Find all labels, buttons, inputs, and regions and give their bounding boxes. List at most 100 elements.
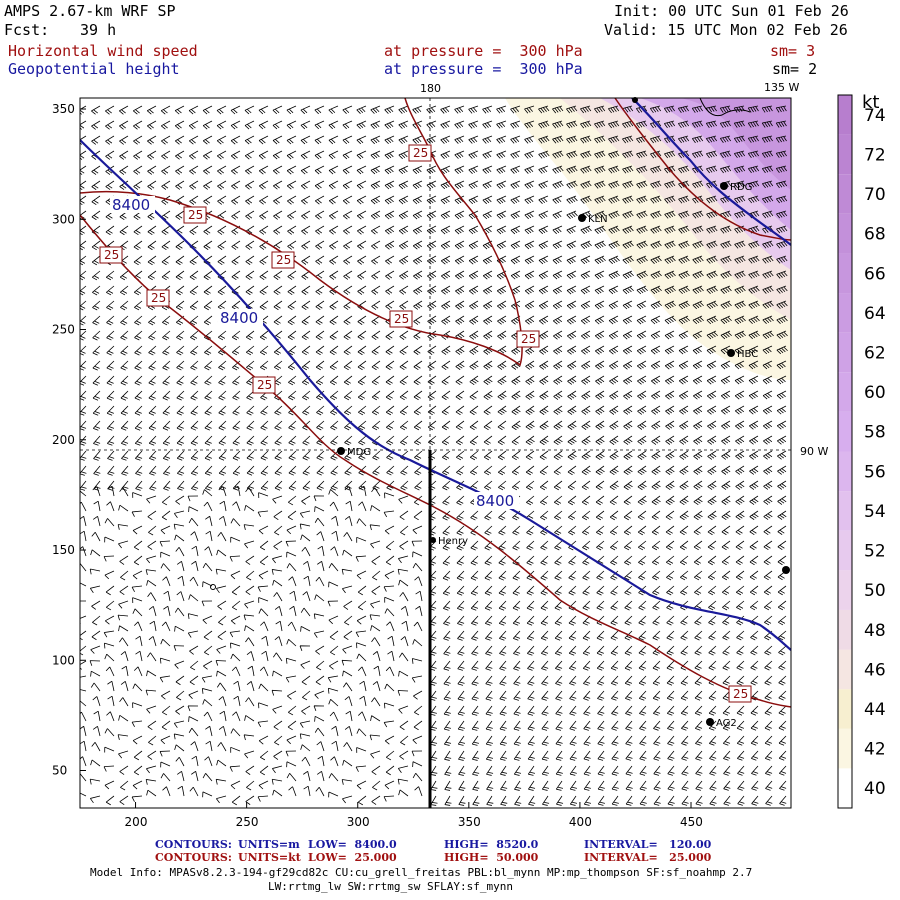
wind-barb bbox=[119, 180, 129, 190]
wind-barb bbox=[356, 615, 367, 625]
wind-barb bbox=[92, 360, 101, 371]
wind-barb bbox=[412, 195, 423, 205]
wind-barb bbox=[427, 300, 437, 310]
wind-barb bbox=[411, 675, 423, 683]
wind-barb bbox=[371, 795, 381, 805]
wind-barb bbox=[763, 540, 773, 551]
field1-level: at pressure = 300 hPa bbox=[384, 42, 583, 60]
wind-barb bbox=[385, 405, 395, 416]
wind-barb bbox=[497, 450, 507, 461]
wind-barb bbox=[677, 120, 690, 129]
wind-barb bbox=[583, 735, 591, 746]
wind-barb bbox=[457, 645, 465, 656]
wind-barb bbox=[148, 435, 157, 446]
wind-barb bbox=[734, 270, 746, 279]
wind-barb bbox=[385, 240, 395, 250]
wind-barb bbox=[131, 720, 143, 728]
wind-barb bbox=[315, 786, 325, 797]
y-tick-label: 300 bbox=[52, 212, 75, 226]
colorbar-swatch bbox=[838, 570, 852, 610]
wind-barb bbox=[342, 210, 353, 220]
wind-barb bbox=[734, 285, 746, 294]
wind-barb bbox=[541, 735, 549, 746]
wind-barb bbox=[120, 681, 129, 692]
wind-barb bbox=[499, 735, 507, 746]
wind-barb bbox=[104, 746, 115, 753]
wind-barb bbox=[679, 525, 689, 536]
wind-barb bbox=[650, 330, 661, 340]
wind-barb bbox=[596, 540, 605, 551]
colorbar-swatch bbox=[838, 95, 852, 135]
wind-barb bbox=[483, 315, 493, 325]
wind-barb bbox=[232, 345, 241, 356]
wind-barb bbox=[205, 740, 213, 752]
wind-barb bbox=[385, 345, 395, 356]
wind-barb bbox=[286, 551, 297, 558]
station-marker bbox=[782, 566, 790, 574]
wind-barb bbox=[229, 630, 241, 638]
svg-text:MDG: MDG bbox=[347, 447, 371, 458]
wind-barb bbox=[456, 510, 465, 521]
colorbar-swatch bbox=[838, 689, 852, 729]
wind-barb bbox=[232, 711, 241, 722]
wind-barb bbox=[706, 255, 718, 264]
wind-barb bbox=[398, 180, 409, 190]
wind-barb bbox=[342, 795, 353, 804]
wind-barb bbox=[568, 630, 577, 641]
wind-barb bbox=[133, 750, 143, 761]
wind-barb bbox=[497, 465, 507, 476]
wind-barb bbox=[176, 690, 185, 701]
wind-barb bbox=[679, 465, 689, 475]
wind-barb bbox=[667, 720, 675, 731]
wind-barb bbox=[485, 645, 493, 656]
wind-barb bbox=[678, 135, 690, 144]
wind-barb bbox=[735, 450, 745, 460]
wind-barb bbox=[357, 375, 367, 386]
wind-barb bbox=[765, 765, 773, 776]
wind-barb bbox=[288, 465, 297, 476]
wind-barb bbox=[691, 105, 703, 113]
wind-barb bbox=[597, 705, 605, 716]
wind-barb bbox=[625, 780, 633, 791]
wind-barb bbox=[734, 375, 745, 385]
wind-barb bbox=[133, 540, 143, 551]
wind-barb bbox=[553, 375, 563, 385]
wind-barb bbox=[328, 165, 339, 175]
wind-barb bbox=[707, 540, 717, 551]
wind-barb bbox=[595, 465, 605, 476]
wind-barb bbox=[694, 720, 703, 731]
wind-barb bbox=[260, 420, 269, 431]
station-kln: KLN bbox=[578, 214, 608, 225]
wind-barb bbox=[776, 195, 788, 204]
wind-barb bbox=[540, 585, 549, 596]
wind-barb bbox=[456, 495, 465, 506]
wind-barb bbox=[107, 695, 115, 707]
wind-barb bbox=[188, 135, 199, 145]
wind-barb bbox=[762, 315, 774, 324]
wind-barb bbox=[764, 720, 773, 731]
wind-barb bbox=[734, 330, 746, 340]
wind-barb bbox=[456, 555, 465, 566]
wind-barb bbox=[90, 549, 101, 557]
wind-barb bbox=[328, 105, 339, 115]
wind-barb bbox=[667, 735, 675, 746]
station-rdg: RDG bbox=[720, 182, 752, 193]
wind-barb bbox=[383, 720, 395, 728]
wind-barb bbox=[511, 360, 521, 370]
wind-barb bbox=[737, 780, 745, 791]
wind-barb bbox=[498, 585, 507, 596]
wind-barb bbox=[358, 405, 367, 416]
wind-barb bbox=[611, 780, 619, 791]
wind-barb bbox=[357, 585, 367, 596]
wind-barb bbox=[637, 540, 647, 551]
wind-barb bbox=[553, 330, 563, 340]
wind-barb bbox=[203, 180, 213, 190]
wind-barb bbox=[553, 465, 563, 476]
wind-barb bbox=[625, 795, 633, 806]
wind-barb bbox=[329, 240, 339, 250]
wind-barb bbox=[384, 105, 395, 114]
wind-barb bbox=[203, 711, 213, 722]
wind-barb bbox=[541, 690, 549, 701]
wind-barb bbox=[708, 615, 717, 626]
wind-barb bbox=[315, 345, 325, 356]
